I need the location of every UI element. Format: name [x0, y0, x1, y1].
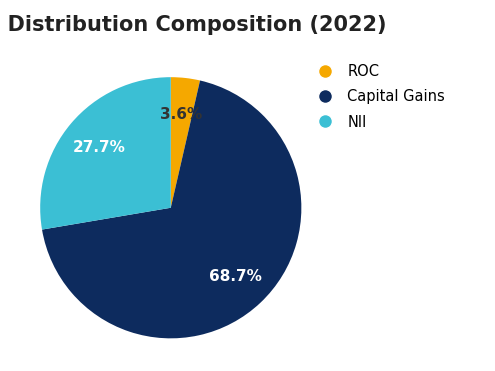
- Wedge shape: [171, 77, 200, 208]
- Legend: ROC, Capital Gains, NII: ROC, Capital Gains, NII: [305, 58, 451, 135]
- Wedge shape: [40, 77, 171, 230]
- Wedge shape: [42, 81, 301, 338]
- Text: 68.7%: 68.7%: [209, 269, 262, 284]
- Text: 27.7%: 27.7%: [72, 139, 125, 155]
- Text: 3.6%: 3.6%: [160, 107, 202, 122]
- Title: UTF Distribution Composition (2022): UTF Distribution Composition (2022): [0, 14, 387, 35]
